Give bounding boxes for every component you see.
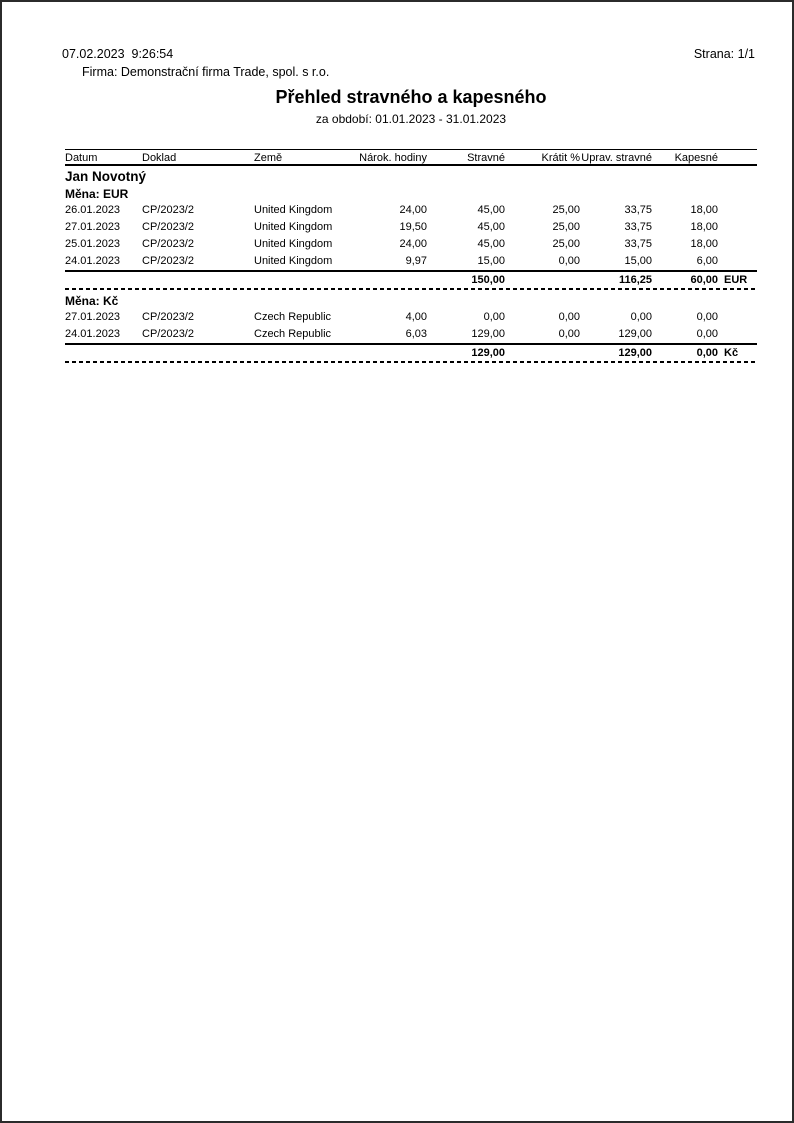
currency-label-eur: Měna: EUR [65,187,129,201]
cell-kapesne: 18,00 [690,238,718,250]
cell-uprav: 33,75 [624,204,652,216]
cell-narok: 19,50 [399,221,427,233]
cell-stravne: 45,00 [477,221,505,233]
total-currency-code: Kč [724,347,739,359]
total-separator-line [65,343,757,345]
col-header-uprav-stravne: Uprav. stravné [581,152,652,164]
col-header-zeme: Země [254,152,283,164]
cell-uprav: 33,75 [624,221,652,233]
col-header-datum: Datum [65,152,98,164]
total-separator-line [65,270,757,272]
cell-kapesne: 6,00 [696,255,718,267]
company-name: Firma: Demonstrační firma Trade, spol. s… [82,65,330,79]
employee-name: Jan Novotný [65,169,147,184]
total-uprav-stravne: 116,25 [618,274,652,286]
cell-kapesne: 0,00 [696,311,718,323]
cell-kratit: 25,00 [552,221,580,233]
cell-uprav: 33,75 [624,238,652,250]
cell-datum: 25.01.2023 [65,238,121,250]
cell-zeme: United Kingdom [254,255,333,267]
cell-datum: 24.01.2023 [65,255,121,267]
cell-stravne: 45,00 [477,204,505,216]
col-header-kratit: Krátit % [541,152,580,164]
cell-doklad: CP/2023/2 [142,238,194,250]
table-row: 24.01.2023 CP/2023/2 Czech Republic 6,03… [65,326,757,343]
section-end-dashed-line [65,361,757,363]
cell-doklad: CP/2023/2 [142,221,194,233]
cell-stravne: 0,00 [483,311,505,323]
col-header-stravne: Stravné [467,152,505,164]
col-header-currency-spacer [718,151,757,165]
total-stravne: 129,00 [471,347,505,359]
report-table: Datum Doklad Země Nárok. hodiny Stravné … [65,149,757,365]
cell-kratit: 0,00 [558,328,580,340]
cell-narok: 24,00 [399,204,427,216]
total-kapesne: 0,00 [696,347,718,359]
cell-doklad: CP/2023/2 [142,204,194,216]
cell-kapesne: 0,00 [696,328,718,340]
cell-kratit: 25,00 [552,204,580,216]
total-stravne: 150,00 [471,274,505,286]
page-number: Strana: 1/1 [693,47,755,61]
table-row: 26.01.2023 CP/2023/2 United Kingdom 24,0… [65,202,757,219]
total-uprav-stravne: 129,00 [618,347,652,359]
report-datetime: 07.02.2023 9:26:54 [62,47,174,61]
cell-kratit: 0,00 [558,311,580,323]
cell-uprav: 129,00 [618,328,652,340]
cell-uprav: 15,00 [624,255,652,267]
col-header-narok-hodiny: Nárok. hodiny [359,152,427,164]
table-row: 25.01.2023 CP/2023/2 United Kingdom 24,0… [65,236,757,253]
section-total-row-kc: 129,00 129,00 0,00 Kč [65,345,757,360]
report-title: Přehled stravného a kapesného [275,87,547,107]
cell-datum: 24.01.2023 [65,328,121,340]
table-header-row: Datum Doklad Země Nárok. hodiny Stravné … [65,149,757,166]
cell-zeme: United Kingdom [254,238,333,250]
cell-stravne: 129,00 [471,328,505,340]
cell-zeme: Czech Republic [254,311,332,323]
report-period: za období: 01.01.2023 - 31.01.2023 [315,112,507,126]
col-header-doklad: Doklad [142,152,177,164]
table-row: 27.01.2023 CP/2023/2 United Kingdom 19,5… [65,219,757,236]
cell-datum: 26.01.2023 [65,204,121,216]
cell-doklad: CP/2023/2 [142,311,194,323]
cell-kratit: 25,00 [552,238,580,250]
cell-stravne: 45,00 [477,238,505,250]
cell-datum: 27.01.2023 [65,311,121,323]
cell-uprav: 0,00 [630,311,652,323]
col-header-kapesne: Kapesné [674,152,718,164]
section-total-row-eur: 150,00 116,25 60,00 EUR [65,272,757,287]
cell-kratit: 0,00 [558,255,580,267]
cell-doklad: CP/2023/2 [142,328,194,340]
cell-narok: 4,00 [405,311,427,323]
total-kapesne: 60,00 [690,274,718,286]
cell-doklad: CP/2023/2 [142,255,194,267]
cell-zeme: United Kingdom [254,221,333,233]
currency-label-kc: Měna: Kč [65,294,119,308]
section-end-dashed-line [65,288,757,290]
table-row: 27.01.2023 CP/2023/2 Czech Republic 4,00… [65,309,757,326]
cell-narok: 9,97 [405,255,427,267]
cell-kapesne: 18,00 [690,204,718,216]
table-row: 24.01.2023 CP/2023/2 United Kingdom 9,97… [65,253,757,270]
cell-narok: 6,03 [405,328,427,340]
cell-kapesne: 18,00 [690,221,718,233]
cell-stravne: 15,00 [477,255,505,267]
total-currency-code: EUR [724,274,748,286]
cell-zeme: Czech Republic [254,328,332,340]
cell-narok: 24,00 [399,238,427,250]
cell-datum: 27.01.2023 [65,221,121,233]
cell-zeme: United Kingdom [254,204,333,216]
